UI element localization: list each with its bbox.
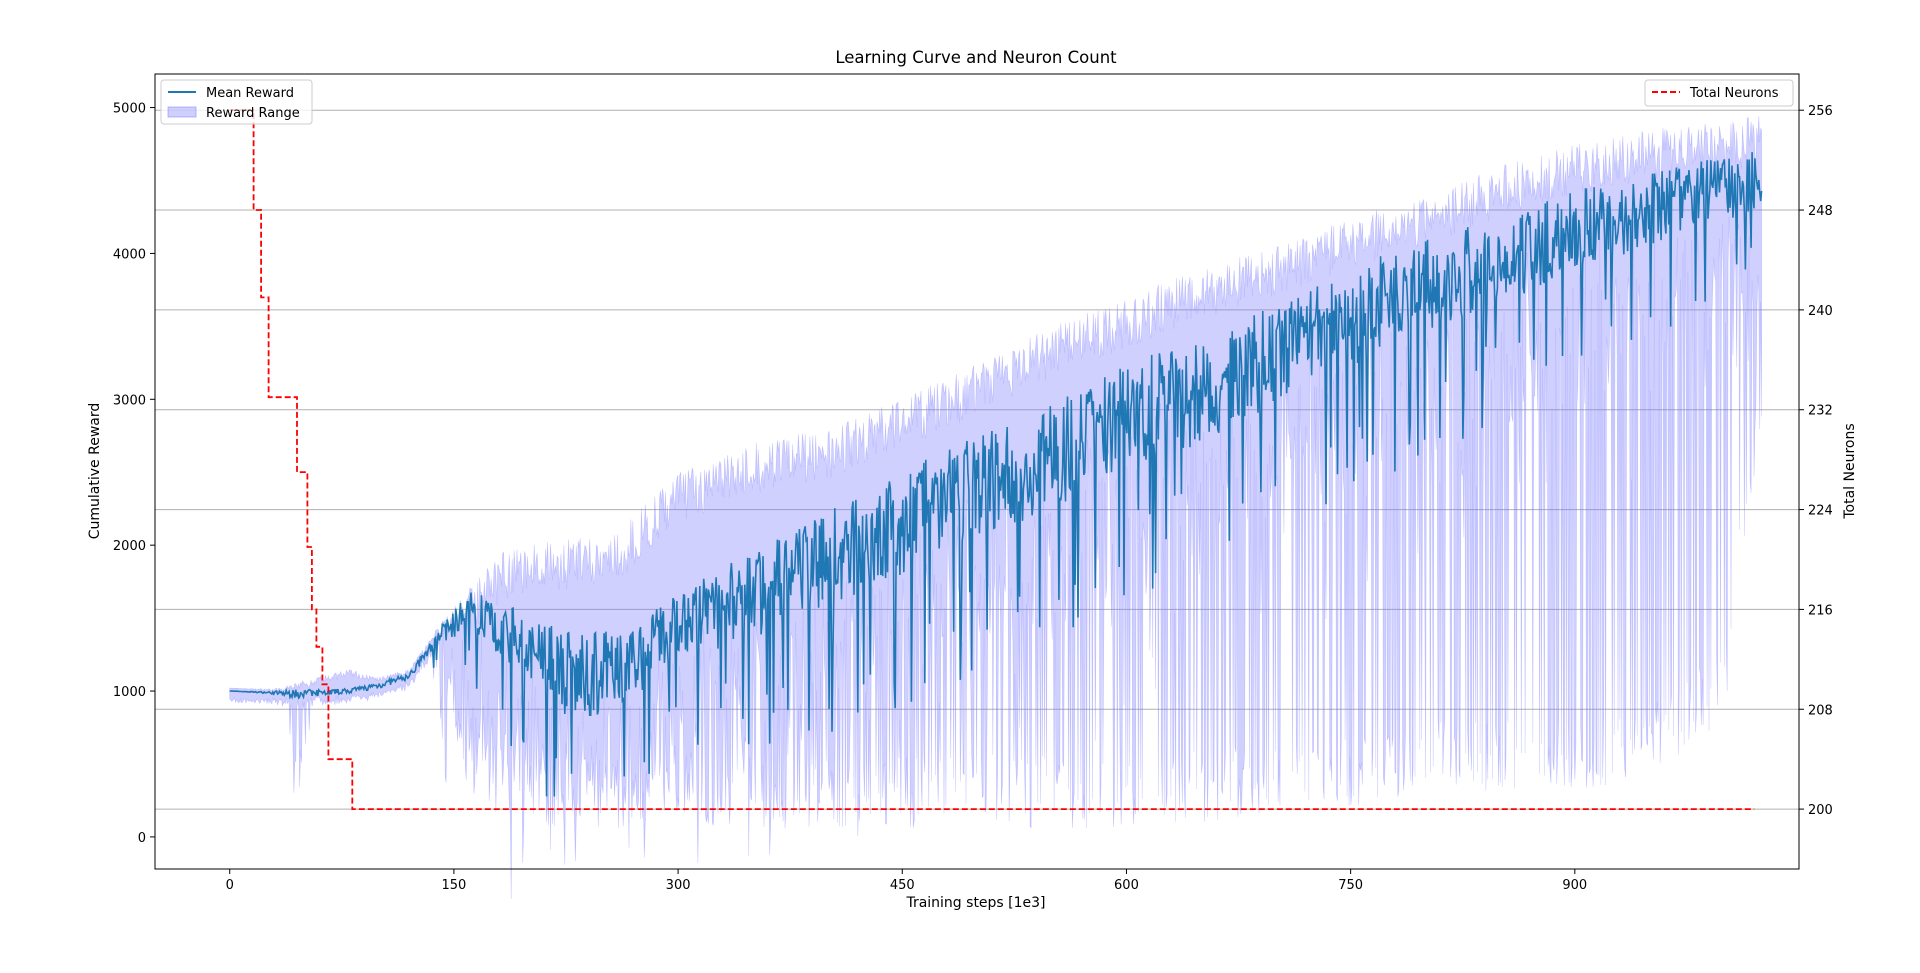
x-tick-label: 300	[666, 878, 691, 893]
y-left-tick-label: 5000	[113, 102, 146, 117]
x-tick-label: 900	[1562, 878, 1587, 893]
legend-mean-reward-label: Mean Reward	[206, 86, 294, 101]
y-right-tick-label: 216	[1808, 603, 1833, 618]
x-tick-label: 0	[226, 878, 234, 893]
legend-right-box	[1644, 79, 1794, 107]
y-left-tick-label: 4000	[113, 247, 146, 262]
y-right-axis-ticks: 200 208 216 224 232 240 248 256	[1799, 104, 1833, 818]
y-left-tick-label: 2000	[113, 539, 146, 554]
legend-left: Mean Reward Reward Range	[160, 79, 313, 125]
legend-right: Total Neurons	[1644, 79, 1794, 107]
x-tick-label: 150	[441, 878, 466, 893]
y-left-tick-label: 1000	[113, 685, 146, 700]
y-right-tick-label: 232	[1808, 404, 1833, 419]
x-axis-ticks: 0 150 300 450 600 750 900	[226, 869, 1587, 893]
y-right-tick-label: 200	[1808, 803, 1833, 818]
plot-frame	[154, 73, 1800, 870]
y-right-tick-label: 240	[1808, 304, 1833, 319]
y-right-tick-label: 256	[1808, 104, 1833, 119]
mean-reward-line-path	[229, 152, 1763, 797]
total-neurons-line-path	[229, 109, 1755, 810]
x-tick-label: 750	[1338, 878, 1363, 893]
y-right-tick-label: 248	[1808, 204, 1833, 219]
total-neurons-line	[229, 109, 1755, 810]
legend-left-box	[160, 79, 313, 125]
y-left-tick-label: 3000	[113, 393, 146, 408]
y-right-tick-label: 224	[1808, 504, 1833, 519]
gridlines	[155, 109, 1799, 810]
x-tick-label: 600	[1114, 878, 1139, 893]
mean-reward-line	[229, 152, 1763, 797]
x-axis-label: Training steps [1e3]	[905, 895, 1045, 911]
y-right-tick-label: 208	[1808, 703, 1833, 718]
legend-reward-range-swatch	[167, 106, 197, 118]
y-left-tick-label: 0	[138, 831, 146, 846]
y-right-axis-label: Total Neurons	[1842, 423, 1858, 519]
chart-title: Learning Curve and Neuron Count	[835, 48, 1117, 67]
x-tick-label: 450	[890, 878, 915, 893]
legend-reward-range-label: Reward Range	[206, 106, 300, 121]
legend-total-neurons-label: Total Neurons	[1689, 86, 1779, 101]
y-left-axis-ticks: 0 1000 2000 3000 4000 5000	[113, 102, 155, 846]
y-left-axis-label: Cumulative Reward	[87, 403, 103, 540]
